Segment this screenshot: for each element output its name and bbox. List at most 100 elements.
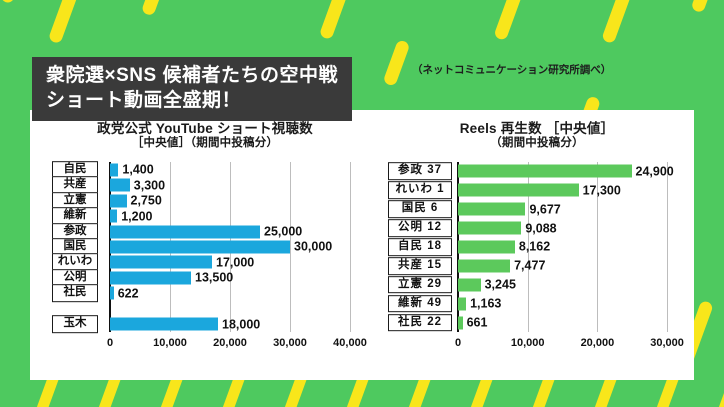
category-label: 参政 37	[388, 162, 452, 181]
category-label: 社民	[52, 284, 98, 303]
bar-container: 18,000	[110, 317, 374, 332]
bar-container: 17,000	[110, 255, 374, 270]
bottom-strip	[0, 380, 724, 407]
chart-row: 維新 49 1,163	[380, 294, 694, 313]
decorative-dash	[140, 0, 173, 17]
chart-row: れいわ 17,000	[30, 253, 380, 272]
decorative-dash	[282, 380, 309, 407]
bar	[458, 297, 467, 311]
chart-row: れいわ 1 17,300	[380, 181, 694, 200]
chart-right-title-sub: （期間中投稿分）	[490, 136, 584, 149]
x-axis-tick-label: 10,000	[510, 337, 545, 349]
chart-row: 社民 622	[30, 284, 380, 303]
bar-value-label: 2,750	[130, 193, 162, 208]
chart-row: 社民 22 661	[380, 313, 694, 332]
chart-left-title-main: 政党公式 YouTube ショート視聴数	[97, 121, 313, 136]
decorative-dash	[654, 380, 681, 407]
chart-row: 維新 1,200	[30, 207, 380, 225]
decorative-dash	[406, 380, 433, 407]
decorative-dash	[158, 380, 185, 407]
chart-row: 公明 12 9,088	[380, 219, 694, 238]
bar	[458, 183, 579, 197]
bar-value-label: 1,163	[470, 296, 502, 311]
chart-row	[30, 301, 380, 316]
chart-row: 自民 1,400	[30, 160, 380, 179]
chart-panel: 政党公式 YouTube ショート視聴数 ［中央値］（期間中投稿分） 自民 1,4…	[30, 110, 694, 380]
category-label: れいわ 1	[388, 181, 452, 200]
x-axis-tick-label: 10,000	[153, 337, 187, 349]
bar-value-label: 3,245	[484, 277, 516, 292]
bar-container: 9,677	[458, 202, 688, 217]
bar	[458, 278, 481, 292]
chart-reels-plays: Reels 再生数 ［中央値］ （期間中投稿分） 参政 37 24,900 れいわ …	[380, 110, 694, 380]
bar-container: 2,750	[110, 193, 374, 208]
decorative-dash	[0, 0, 34, 5]
category-label: 国民 6	[388, 200, 452, 219]
axis-lines	[380, 162, 694, 332]
category-label: 国民	[52, 238, 98, 256]
category-label: 公明 12	[388, 219, 452, 237]
decorative-dash	[382, 39, 411, 87]
category-label: 玉木	[52, 315, 98, 334]
bar	[110, 317, 218, 331]
decorative-dash	[34, 380, 61, 407]
chart-row: 公明 13,500	[30, 269, 380, 287]
bar-value-label: 17,300	[582, 183, 621, 198]
bar-value-label: 1,400	[122, 162, 154, 177]
bar	[110, 255, 212, 269]
headline-line-2: ショート動画全盛期！	[46, 90, 242, 112]
decorative-dash	[96, 380, 123, 407]
chart-left-title: 政党公式 YouTube ショート視聴数 ［中央値］（期間中投稿分）	[30, 121, 380, 150]
bar	[110, 194, 127, 208]
category-label: 自民 18	[388, 238, 452, 256]
chart-right-title: Reels 再生数 ［中央値］ （期間中投稿分）	[380, 121, 694, 150]
bar-container: 1,200	[110, 209, 374, 223]
bar-container: 17,300	[458, 183, 688, 198]
bar	[458, 240, 515, 254]
bar-container: 7,477	[458, 259, 688, 273]
category-label: 社民 22	[388, 313, 452, 332]
bar-value-label: 17,000	[216, 255, 255, 270]
bar-container: 1,163	[458, 296, 688, 311]
chart-left-title-sub: ［中央値］（期間中投稿分）	[131, 136, 279, 149]
bar	[458, 164, 632, 178]
bar-container: 1,400	[110, 162, 374, 177]
bar	[110, 225, 260, 239]
decorative-dash	[530, 380, 557, 407]
x-axis-tick-label: 30,000	[273, 337, 307, 349]
decorative-dash	[592, 380, 619, 407]
x-axis-tick-label: 30,000	[650, 337, 684, 349]
chart-row: 自民 18 8,162	[380, 238, 694, 257]
bar	[458, 221, 522, 235]
decorative-dash	[318, 0, 355, 41]
gridline	[350, 162, 351, 332]
chart-row: 共産 3,300	[30, 176, 380, 194]
bar-container: 622	[110, 286, 374, 300]
chart-row: 立憲 2,750	[30, 191, 380, 210]
x-axis-tick-label: 40,000	[333, 337, 367, 349]
chart-row: 国民 30,000	[30, 238, 380, 256]
decorative-dash	[47, 0, 82, 45]
bar-value-label: 24,900	[635, 164, 674, 179]
category-label: 立憲 29	[388, 275, 452, 294]
gridline	[527, 162, 529, 332]
headline-box: 衆院選×SNS 候補者たちの空中戦 ショート動画全盛期！	[32, 57, 352, 122]
bar-value-label: 9,677	[529, 202, 561, 217]
category-label: 維新 49	[388, 294, 452, 313]
bar-value-label: 18,000	[222, 317, 261, 332]
x-axis-tick-label: 20,000	[580, 337, 615, 349]
bar-container: 3,300	[110, 178, 374, 193]
category-label: 共産 15	[388, 257, 452, 275]
bar	[110, 209, 118, 223]
bar	[110, 286, 114, 300]
bar-container: 25,000	[110, 225, 374, 239]
chart-row: 参政 37 24,900	[380, 162, 694, 181]
bar	[458, 259, 511, 273]
x-axis-tick-label: 0	[454, 337, 462, 349]
decorative-dash	[716, 380, 724, 407]
bar-container: 661	[458, 316, 688, 330]
chart-row: 参政 25,000	[30, 222, 380, 241]
gridline	[667, 162, 669, 332]
bar-value-label: 3,300	[133, 178, 166, 193]
plot-area-left: 自民 1,400 共産 3,300 立憲 2,750 維新 1,200 参政 25,000 国民 30…	[30, 160, 380, 358]
